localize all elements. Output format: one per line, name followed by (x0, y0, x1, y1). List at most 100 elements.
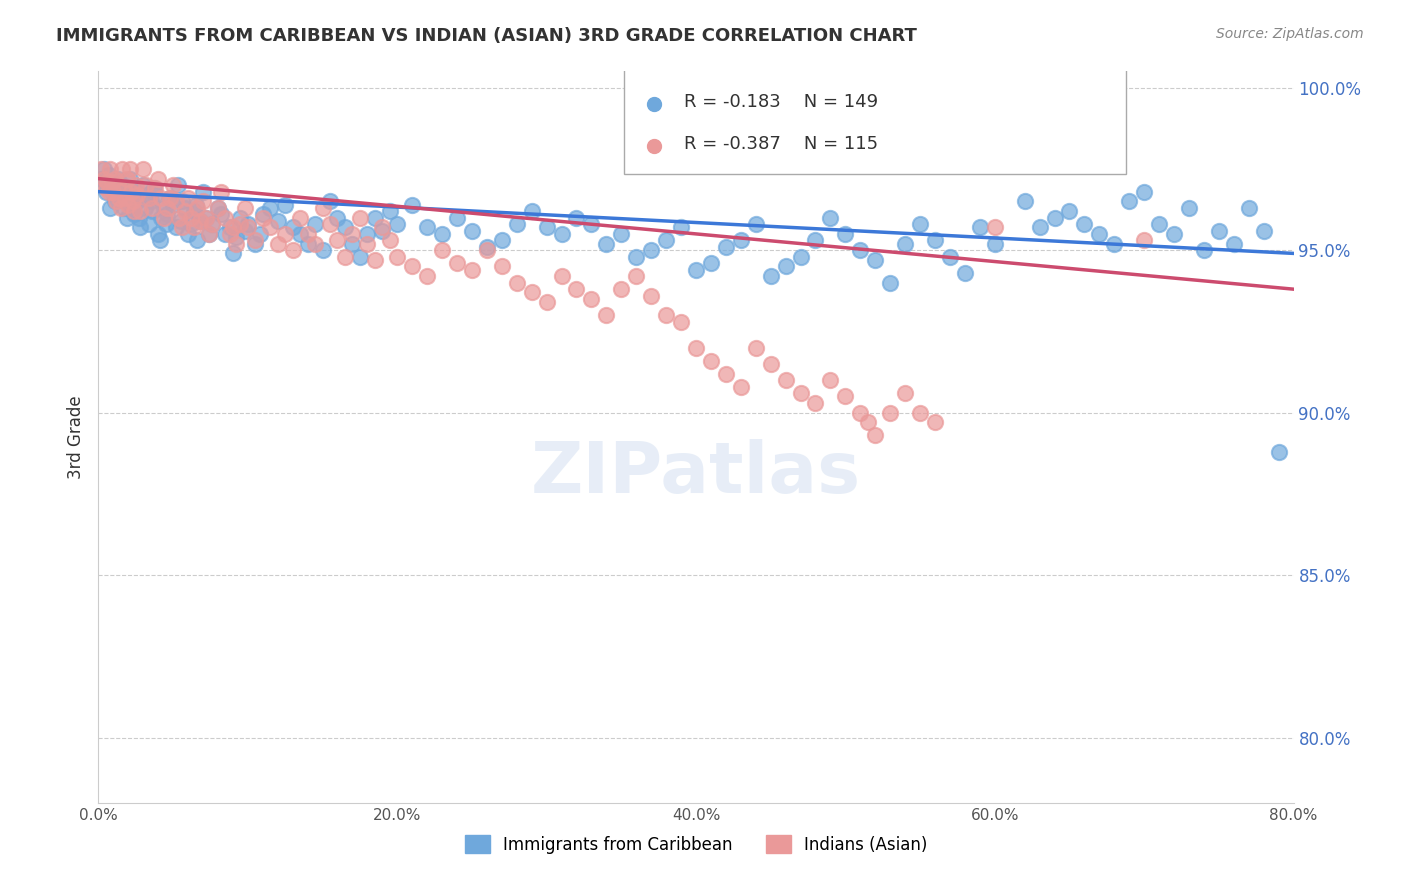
Point (135, 178, 157, 193)
Point (655, 308, 678, 322)
Point (104, 194, 127, 209)
Point (111, 178, 134, 193)
Point (165, 194, 187, 209)
Text: IMMIGRANTS FROM CARIBBEAN VS INDIAN (ASIAN) 3RD GRADE CORRELATION CHART: IMMIGRANTS FROM CARIBBEAN VS INDIAN (ASI… (56, 27, 917, 45)
Point (132, 178, 155, 193)
Point (333, 250, 356, 264)
Point (775, 373, 797, 387)
Point (288, 227, 311, 241)
Point (172, 220, 194, 235)
Point (745, 217, 768, 231)
Point (141, 204, 163, 219)
Point (1208, 224, 1230, 238)
Point (267, 236, 290, 251)
Point (1104, 236, 1126, 251)
Point (378, 234, 401, 248)
Point (581, 217, 603, 231)
Point (953, 266, 976, 280)
Point (1133, 185, 1156, 199)
Point (245, 236, 267, 251)
Point (759, 269, 782, 284)
Point (169, 214, 191, 228)
Point (894, 236, 917, 251)
Point (177, 227, 200, 241)
Point (141, 201, 163, 215)
Point (142, 181, 165, 195)
Point (714, 367, 737, 381)
Point (1178, 201, 1201, 215)
Point (1118, 194, 1140, 209)
Point (118, 161, 141, 176)
Point (311, 243, 333, 257)
Point (820, 211, 842, 225)
Point (1147, 217, 1170, 231)
Point (349, 211, 371, 225)
Point (669, 220, 692, 235)
Point (1163, 227, 1185, 241)
Point (112, 181, 135, 195)
Point (120, 191, 142, 205)
Point (446, 211, 468, 225)
Point (536, 295, 558, 310)
Point (191, 185, 214, 199)
Point (93, 171, 115, 186)
Point (183, 220, 205, 235)
Point (401, 197, 423, 211)
Point (198, 227, 221, 241)
Point (820, 373, 842, 387)
Point (401, 260, 423, 274)
Point (121, 201, 143, 215)
Point (90, 161, 112, 176)
Point (581, 292, 603, 306)
Text: Source: ZipAtlas.com: Source: ZipAtlas.com (1216, 27, 1364, 41)
Point (491, 234, 513, 248)
Point (385, 217, 409, 231)
Point (894, 386, 917, 401)
Point (342, 236, 364, 251)
Point (94, 185, 117, 199)
Point (222, 220, 245, 235)
Point (865, 428, 887, 442)
Point (304, 236, 326, 251)
Point (105, 181, 128, 195)
Legend: Immigrants from Caribbean, Indians (Asian): Immigrants from Caribbean, Indians (Asia… (458, 829, 934, 860)
Point (225, 236, 247, 251)
Point (782, 227, 804, 241)
Point (198, 227, 221, 241)
Point (156, 207, 179, 221)
Point (103, 185, 125, 199)
Point (124, 204, 146, 219)
Point (125, 178, 148, 193)
Point (416, 220, 439, 235)
Point (150, 211, 173, 225)
Point (1043, 211, 1066, 225)
Point (90, 171, 112, 186)
Point (93, 161, 115, 176)
Point (124, 207, 146, 221)
Point (565, 211, 588, 225)
Point (143, 187, 166, 202)
Point (319, 217, 342, 231)
Point (222, 246, 245, 260)
Point (349, 250, 371, 264)
Point (229, 211, 252, 225)
Point (274, 197, 297, 211)
Point (105, 194, 128, 209)
Point (134, 201, 156, 215)
Point (730, 234, 752, 248)
Point (304, 217, 326, 231)
Y-axis label: 3rd Grade: 3rd Grade (66, 395, 84, 479)
Point (138, 191, 160, 205)
Point (939, 250, 962, 264)
Point (730, 380, 752, 394)
Point (108, 187, 131, 202)
Point (148, 171, 170, 186)
Point (125, 185, 148, 199)
Point (162, 197, 184, 211)
Point (252, 207, 274, 221)
Point (111, 161, 134, 176)
Point (804, 234, 827, 248)
Point (236, 220, 259, 235)
Point (201, 217, 224, 231)
Point (110, 201, 132, 215)
